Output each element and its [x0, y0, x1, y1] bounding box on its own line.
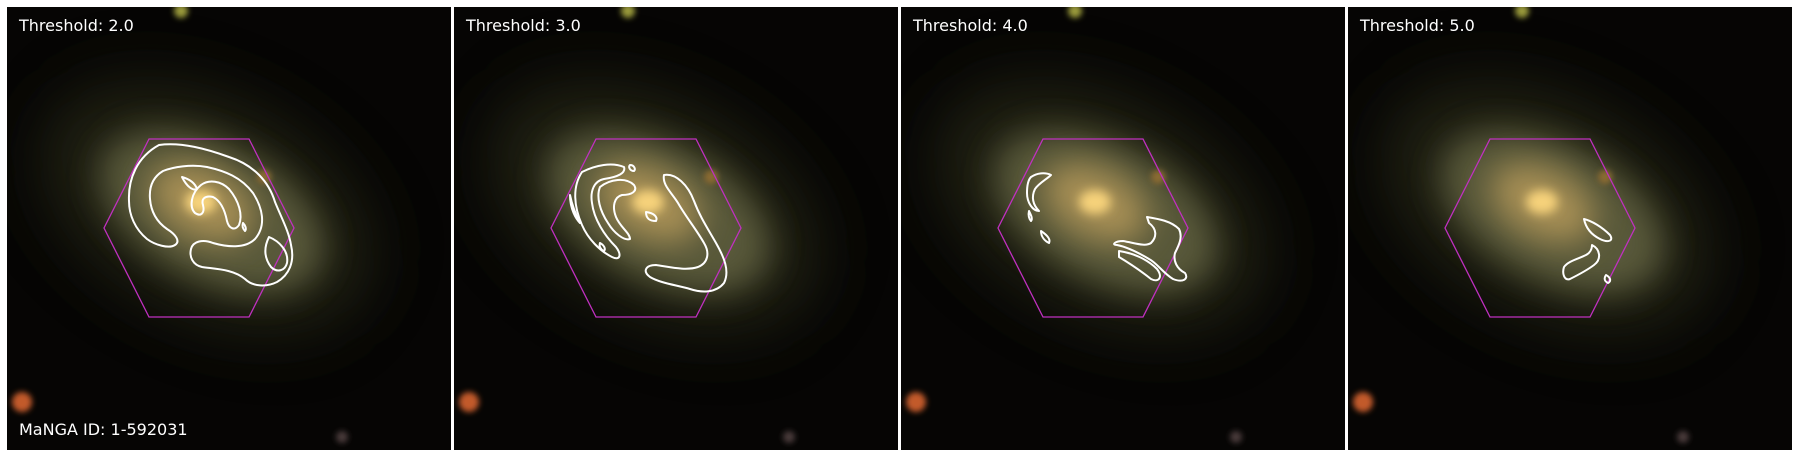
- panel-threshold-4: Threshold: 4.0: [901, 7, 1345, 450]
- panel-title: Threshold: 5.0: [1360, 16, 1475, 35]
- threshold-contours: [1026, 172, 1188, 282]
- galaxy-image: [901, 7, 1345, 450]
- panel-threshold-3: Threshold: 3.0: [454, 7, 898, 450]
- galaxy-image: [454, 7, 898, 450]
- panel-title: Threshold: 2.0: [19, 16, 134, 35]
- threshold-contours: [127, 143, 294, 287]
- manga-id-label: MaNGA ID: 1-592031: [19, 420, 188, 439]
- ifu-hexagon: [997, 138, 1189, 318]
- threshold-contours: [1562, 218, 1613, 284]
- panel-title: Threshold: 3.0: [466, 16, 581, 35]
- panel-title: Threshold: 4.0: [913, 16, 1028, 35]
- threshold-contours: [569, 163, 728, 293]
- galaxy-image: [1348, 7, 1792, 450]
- ifu-hexagon: [1444, 138, 1636, 318]
- ifu-hexagon: [550, 138, 742, 318]
- galaxy-image: [7, 7, 451, 450]
- ifu-hexagon: [103, 138, 295, 318]
- panel-threshold-2: Threshold: 2.0 MaNGA ID: 1-592031: [7, 7, 451, 450]
- panel-threshold-5: Threshold: 5.0: [1348, 7, 1792, 450]
